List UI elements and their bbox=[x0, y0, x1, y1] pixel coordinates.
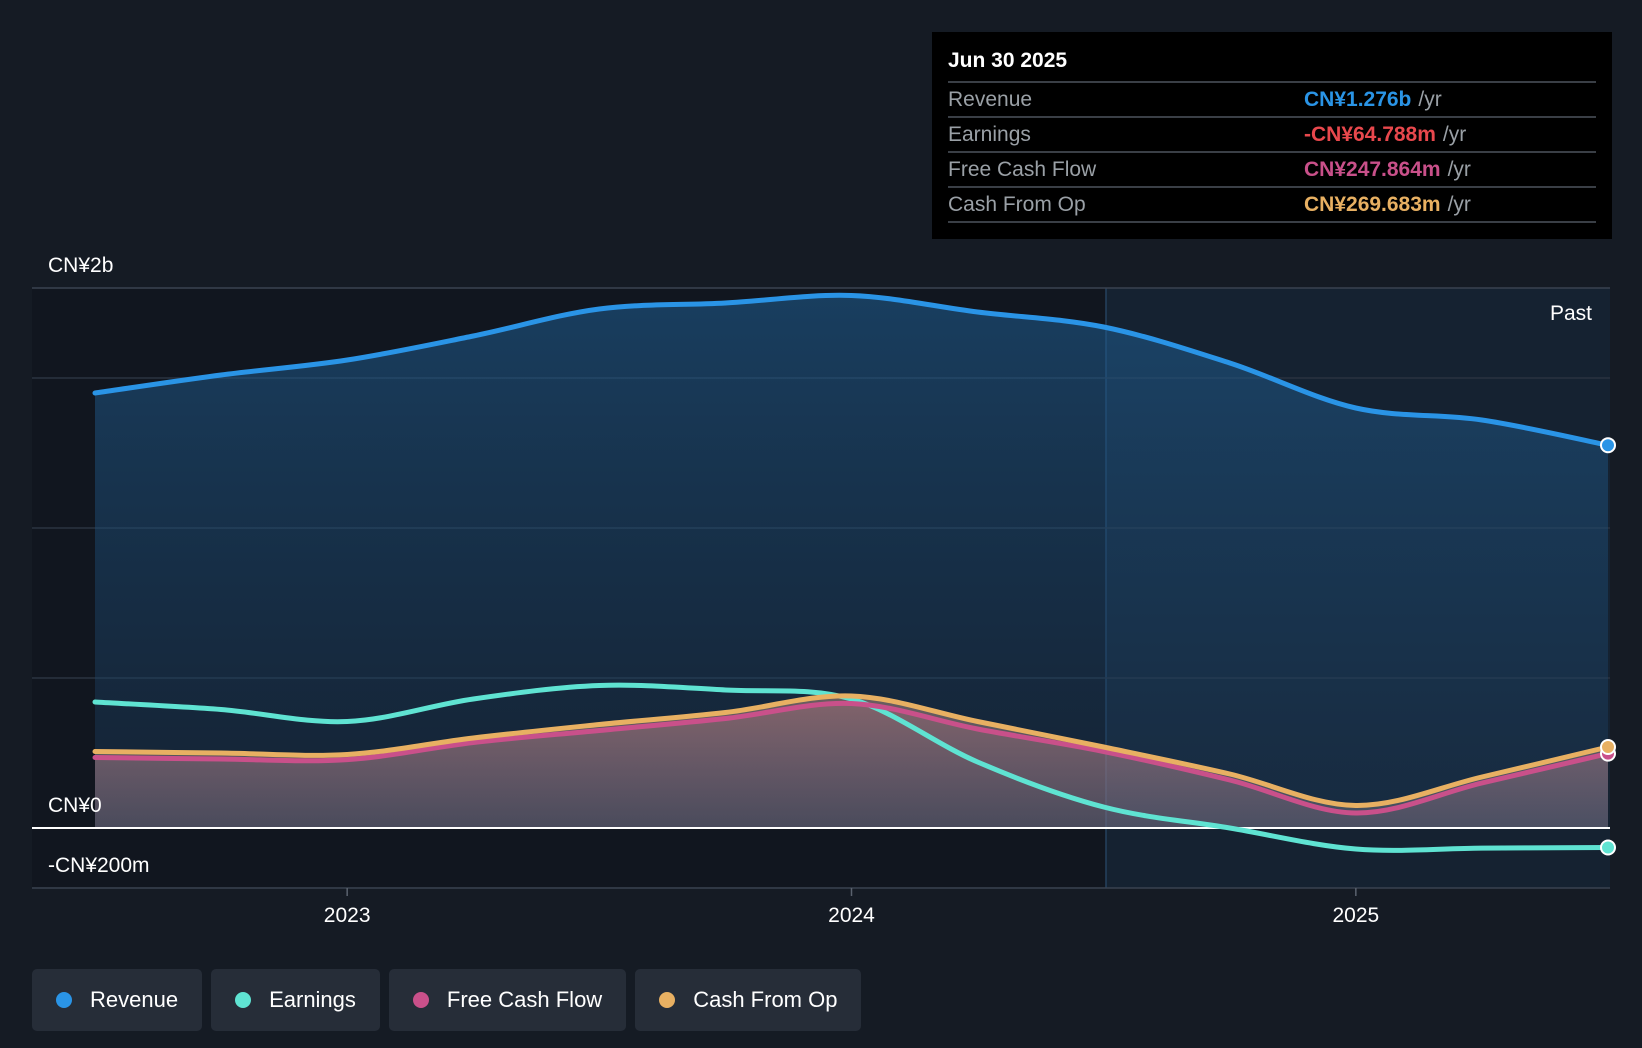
legend-item-cash-from-op[interactable]: Cash From Op bbox=[635, 969, 862, 1031]
y-tick-label-bottom: -CN¥200m bbox=[48, 854, 150, 877]
endpoint-revenue bbox=[1600, 437, 1616, 454]
line-earnings bbox=[92, 682, 1611, 853]
tooltip-unit: /yr bbox=[1442, 123, 1467, 146]
past-label: Past bbox=[1550, 302, 1592, 325]
legend-dot-icon bbox=[412, 992, 429, 1008]
series-lines bbox=[92, 292, 1611, 853]
line-cash-from-op bbox=[92, 693, 1611, 809]
tooltip-row-free-cash-flow: Free Cash Flow CN¥247.864m /yr bbox=[948, 153, 1596, 188]
tooltip-value: CN¥1.276b bbox=[1304, 88, 1412, 111]
y-tick-label-zero: CN¥0 bbox=[48, 794, 102, 817]
legend-dot-icon bbox=[56, 992, 72, 1008]
x-tick-label: 2023 bbox=[324, 904, 371, 927]
legend-item-free-cash-flow[interactable]: Free Cash Flow bbox=[388, 969, 627, 1031]
series-endpoints bbox=[1600, 437, 1616, 856]
tooltip-unit: /yr bbox=[1447, 193, 1471, 216]
area-cash-from-op bbox=[95, 695, 1608, 828]
tooltip-unit: /yr bbox=[1418, 88, 1442, 111]
legend-dot-icon bbox=[659, 992, 676, 1008]
tooltip-row-earnings: Earnings -CN¥64.788m /yr bbox=[948, 118, 1596, 153]
area-revenue bbox=[95, 295, 1608, 828]
legend: Revenue Earnings Free Cash Flow Cash Fro… bbox=[32, 969, 862, 1031]
x-axis: 2023 2024 2025 bbox=[324, 888, 1379, 927]
line-revenue bbox=[92, 292, 1611, 448]
tooltip-unit: /yr bbox=[1447, 158, 1471, 181]
line-free-cash-flow bbox=[92, 700, 1611, 816]
tooltip-label: Cash From Op bbox=[948, 193, 1086, 216]
x-tick-label: 2025 bbox=[1332, 904, 1379, 927]
tooltip-date: Jun 30 2025 bbox=[948, 46, 1596, 83]
legend-dot-icon bbox=[235, 992, 252, 1008]
tooltip-row-revenue: Revenue CN¥1.276b /yr bbox=[948, 83, 1596, 118]
legend-item-revenue[interactable]: Revenue bbox=[32, 969, 203, 1031]
tooltip-label: Revenue bbox=[948, 88, 1033, 111]
legend-label: Cash From Op bbox=[693, 987, 838, 1012]
tooltip-value: CN¥269.683m bbox=[1304, 193, 1441, 216]
tooltip-panel: Jun 30 2025 Revenue CN¥1.276b /yr Earnin… bbox=[932, 32, 1612, 239]
y-tick-label-top: CN¥2b bbox=[48, 254, 113, 277]
x-tick-label: 2024 bbox=[828, 904, 875, 927]
endpoint-cash-from-op bbox=[1600, 739, 1616, 755]
tooltip-value: -CN¥64.788m bbox=[1304, 123, 1436, 146]
legend-label: Free Cash Flow bbox=[446, 987, 603, 1012]
endpoint-earnings bbox=[1600, 839, 1616, 856]
tooltip-label: Free Cash Flow bbox=[948, 158, 1097, 181]
series-areas bbox=[95, 295, 1608, 828]
tooltip-row-cash-from-op: Cash From Op CN¥269.683m /yr bbox=[948, 188, 1596, 223]
legend-label: Earnings bbox=[269, 987, 356, 1012]
tooltip-label: Earnings bbox=[948, 123, 1031, 146]
legend-item-earnings[interactable]: Earnings bbox=[211, 969, 380, 1031]
tooltip-value: CN¥247.864m bbox=[1304, 158, 1441, 181]
legend-label: Revenue bbox=[90, 987, 179, 1012]
